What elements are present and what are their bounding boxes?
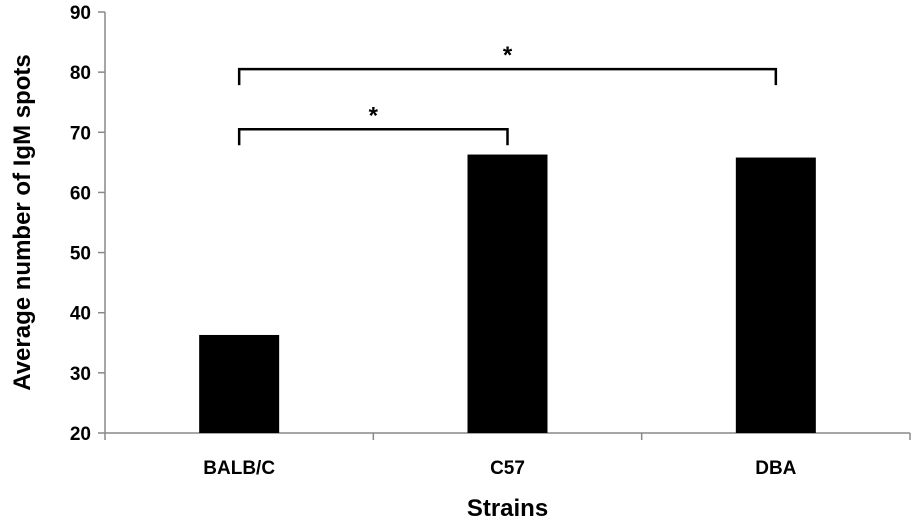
y-axis: 20 30 40 50 60 70 80 90 [70, 3, 106, 445]
x-axis-title: Strains [467, 495, 548, 522]
y-axis-title: Average number of IgM spots [9, 54, 36, 391]
significance-annotations: ** [237, 42, 778, 146]
y-tick-label: 20 [70, 424, 91, 445]
y-tick-label: 70 [70, 123, 91, 144]
bar-balb-c [199, 334, 280, 433]
y-tick-label: 90 [70, 3, 91, 24]
x-tick-label: BALB/C [203, 458, 275, 479]
significance-star: * [369, 102, 379, 129]
x-tick-label: DBA [755, 458, 796, 479]
significance-bracket [237, 128, 509, 146]
bars [199, 154, 816, 433]
y-tick-label: 60 [70, 183, 91, 204]
y-tick-label: 30 [70, 364, 91, 385]
bar-c57 [467, 154, 548, 433]
y-tick-label: 50 [70, 244, 91, 265]
y-tick-label: 40 [70, 304, 91, 325]
y-tick-label: 80 [70, 63, 91, 84]
bar-dba [735, 157, 816, 433]
significance-star: * [503, 42, 513, 69]
x-axis: BALB/C C57 DBA [104, 432, 911, 479]
significance-bracket [237, 67, 778, 86]
x-tick-label: C57 [490, 458, 525, 479]
